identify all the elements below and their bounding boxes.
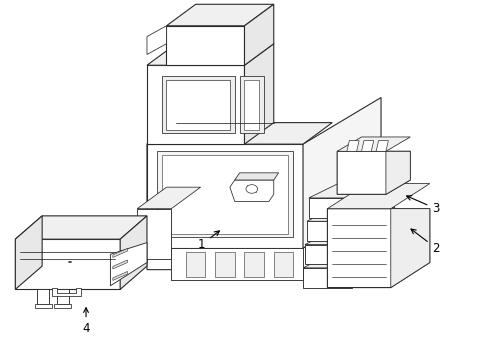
Polygon shape bbox=[113, 248, 127, 257]
Polygon shape bbox=[327, 184, 429, 209]
Polygon shape bbox=[308, 184, 396, 198]
Polygon shape bbox=[244, 252, 264, 277]
Polygon shape bbox=[303, 268, 351, 288]
Text: 1: 1 bbox=[198, 231, 219, 251]
Polygon shape bbox=[166, 4, 273, 26]
Polygon shape bbox=[147, 65, 244, 144]
Circle shape bbox=[245, 185, 257, 193]
Polygon shape bbox=[303, 98, 380, 248]
Polygon shape bbox=[171, 248, 303, 280]
Polygon shape bbox=[147, 202, 380, 270]
Polygon shape bbox=[327, 209, 429, 288]
Text: 2: 2 bbox=[410, 229, 439, 255]
Polygon shape bbox=[215, 252, 234, 277]
Polygon shape bbox=[113, 271, 127, 280]
Polygon shape bbox=[147, 26, 166, 54]
Polygon shape bbox=[234, 173, 278, 180]
Polygon shape bbox=[118, 220, 137, 234]
Polygon shape bbox=[147, 44, 273, 65]
Polygon shape bbox=[336, 137, 409, 151]
Polygon shape bbox=[306, 207, 394, 221]
Polygon shape bbox=[306, 221, 355, 241]
Polygon shape bbox=[54, 304, 71, 308]
Polygon shape bbox=[120, 216, 147, 289]
Polygon shape bbox=[185, 252, 205, 277]
Polygon shape bbox=[15, 216, 147, 239]
Polygon shape bbox=[113, 260, 127, 269]
Polygon shape bbox=[15, 239, 120, 289]
Polygon shape bbox=[229, 180, 273, 202]
Polygon shape bbox=[357, 184, 396, 218]
Polygon shape bbox=[385, 151, 409, 194]
Text: 3: 3 bbox=[406, 196, 439, 215]
Polygon shape bbox=[157, 151, 293, 237]
Polygon shape bbox=[239, 76, 264, 134]
Polygon shape bbox=[336, 151, 409, 194]
Polygon shape bbox=[37, 289, 49, 304]
Polygon shape bbox=[244, 80, 259, 130]
Polygon shape bbox=[351, 253, 390, 288]
Polygon shape bbox=[147, 123, 176, 248]
Polygon shape bbox=[52, 288, 81, 296]
Polygon shape bbox=[137, 187, 200, 209]
Polygon shape bbox=[355, 207, 394, 241]
Polygon shape bbox=[346, 140, 358, 151]
Polygon shape bbox=[305, 230, 392, 244]
Polygon shape bbox=[166, 80, 229, 130]
Polygon shape bbox=[305, 244, 353, 264]
Polygon shape bbox=[166, 26, 244, 65]
Polygon shape bbox=[244, 4, 273, 65]
Polygon shape bbox=[118, 237, 137, 252]
Polygon shape bbox=[15, 216, 42, 289]
Polygon shape bbox=[244, 44, 273, 144]
Polygon shape bbox=[273, 252, 293, 277]
Polygon shape bbox=[303, 253, 390, 268]
Polygon shape bbox=[57, 289, 69, 304]
Polygon shape bbox=[161, 155, 288, 234]
Polygon shape bbox=[110, 243, 147, 286]
Polygon shape bbox=[161, 76, 234, 134]
Polygon shape bbox=[137, 209, 171, 259]
Polygon shape bbox=[147, 123, 331, 144]
Polygon shape bbox=[390, 209, 429, 288]
Polygon shape bbox=[353, 230, 392, 264]
Text: 4: 4 bbox=[82, 308, 90, 335]
Polygon shape bbox=[308, 198, 357, 218]
Polygon shape bbox=[361, 140, 373, 151]
Polygon shape bbox=[147, 144, 303, 248]
Polygon shape bbox=[375, 140, 387, 151]
Polygon shape bbox=[35, 304, 52, 308]
